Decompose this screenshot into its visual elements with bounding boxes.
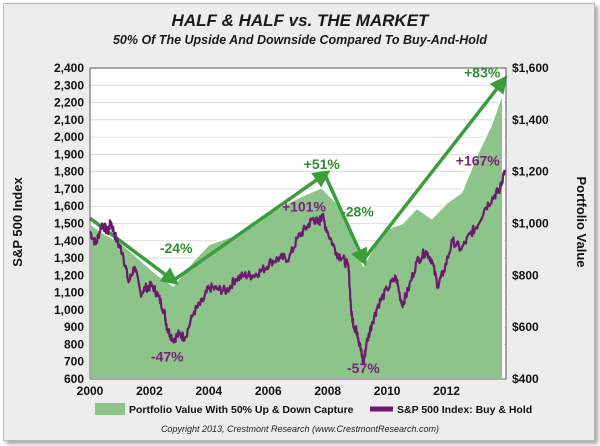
right-tick-label: $1,400 [512, 113, 549, 127]
annotation-label: +83% [464, 65, 501, 81]
annotation-label: -24% [160, 240, 193, 256]
x-tick-label: 2006 [255, 384, 282, 398]
left-tick-label: 1,800 [54, 165, 84, 179]
legend-label-sp500: S&P 500 Index: Buy & Hold [397, 404, 532, 416]
left-axis-ticks: 600 700 800 900 1,000 1,100 1,200 1,300 1,400 1,5… [54, 61, 84, 386]
left-axis-label: S&P 500 Index [10, 177, 25, 267]
x-tick-label: 2002 [136, 384, 163, 398]
sp500-line-layer [88, 169, 506, 365]
left-tick-label: 1,600 [54, 199, 84, 213]
x-tick-label: 2012 [433, 384, 460, 398]
right-tick-label: $400 [512, 372, 539, 386]
legend-label-portfolio: Portfolio Value With 50% Up & Down Captu… [129, 404, 354, 416]
plot-border [89, 67, 507, 380]
right-tick-label: $600 [512, 320, 539, 334]
x-axis-ticks: 2000 2002 2004 2006 2008 2010 2012 [77, 384, 461, 398]
left-tick-label: 2,400 [54, 61, 84, 75]
left-tick-label: 700 [64, 355, 84, 369]
left-tick-label: 800 [64, 337, 84, 351]
right-tick-label: $1,600 [512, 61, 549, 75]
chart-subtitle: 50% Of The Upside And Downside Compared … [113, 33, 487, 47]
left-tick-label: 600 [64, 372, 84, 386]
copyright-footer: Copyright 2013, Crestmont Research (www.… [161, 424, 439, 434]
right-tick-label: $800 [512, 268, 539, 282]
annotation-label: +51% [304, 156, 341, 172]
right-axis-label: Portfolio Value [574, 176, 589, 267]
left-tick-label: 1,500 [54, 217, 84, 231]
right-tick-label: $1,000 [512, 217, 549, 231]
right-tick-label: $1,200 [512, 165, 549, 179]
annotations: +83% +167% +51% +101% -24% -28% -47% -57% [151, 65, 501, 376]
left-tick-label: 1,100 [54, 286, 84, 300]
left-tick-label: 2,200 [54, 96, 84, 110]
x-tick-label: 2000 [77, 384, 104, 398]
annotation-label: -28% [341, 204, 374, 220]
trend-arrow-segment [323, 173, 368, 267]
legend-swatch-portfolio [95, 403, 125, 415]
annotation-label: -47% [151, 349, 184, 365]
left-tick-label: 2,300 [54, 78, 84, 92]
chart-title: HALF & HALF vs. THE MARKET [172, 11, 431, 30]
x-tick-label: 2008 [314, 384, 341, 398]
annotation-label: +101% [282, 198, 327, 214]
x-tick-label: 2004 [196, 384, 223, 398]
left-tick-label: 1,000 [54, 303, 84, 317]
left-tick-label: 1,300 [54, 251, 84, 265]
legend: Portfolio Value With 50% Up & Down Captu… [95, 403, 532, 416]
annotation-label: +167% [456, 153, 501, 169]
annotation-label: -57% [347, 360, 380, 376]
left-tick-label: 1,400 [54, 234, 84, 248]
sp500-line [88, 169, 506, 365]
left-tick-label: 1,700 [54, 182, 84, 196]
left-tick-label: 2,100 [54, 113, 84, 127]
x-tick-label: 2010 [374, 384, 401, 398]
left-tick-label: 1,900 [54, 147, 84, 161]
right-axis-ticks: $400 $600 $800 $1,000 $1,200 $1,400 $1,600 [512, 61, 549, 386]
left-tick-label: 900 [64, 320, 84, 334]
trend-arrow-segment [361, 75, 508, 261]
left-tick-label: 1,200 [54, 268, 84, 282]
trend-arrow-segment [172, 170, 331, 282]
left-tick-label: 2,000 [54, 130, 84, 144]
